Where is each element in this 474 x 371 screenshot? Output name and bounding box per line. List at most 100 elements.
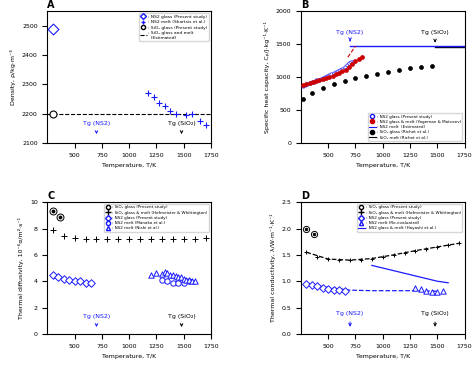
X-axis label: Temperature, T/K: Temperature, T/K bbox=[356, 354, 410, 359]
Point bbox=[439, 288, 447, 294]
Point bbox=[338, 66, 346, 72]
Point bbox=[335, 287, 343, 293]
Point bbox=[341, 78, 348, 84]
Point bbox=[301, 82, 309, 88]
Text: B: B bbox=[301, 0, 308, 10]
Point bbox=[191, 236, 199, 242]
Point bbox=[352, 75, 359, 81]
X-axis label: Temperature, T/K: Temperature, T/K bbox=[102, 354, 156, 359]
Point bbox=[188, 111, 196, 116]
Point bbox=[166, 272, 174, 278]
Point bbox=[180, 236, 188, 242]
Point bbox=[306, 80, 313, 86]
Point bbox=[302, 226, 310, 232]
Point bbox=[346, 257, 354, 263]
Point bbox=[185, 278, 193, 284]
Point bbox=[349, 59, 357, 65]
Point bbox=[334, 68, 342, 74]
Point bbox=[341, 288, 348, 294]
Text: Tg (SiO₂): Tg (SiO₂) bbox=[168, 314, 195, 326]
Text: Tg (NS2): Tg (NS2) bbox=[83, 121, 110, 133]
Point bbox=[313, 255, 321, 260]
Point bbox=[49, 272, 57, 278]
Text: Tg (NS2): Tg (NS2) bbox=[337, 30, 364, 41]
Point bbox=[406, 65, 414, 71]
Point bbox=[428, 289, 436, 295]
Point bbox=[310, 231, 318, 237]
Point bbox=[310, 231, 318, 237]
Text: D: D bbox=[301, 191, 309, 201]
Point bbox=[315, 77, 322, 83]
Point bbox=[115, 236, 122, 242]
Point bbox=[308, 79, 316, 85]
Point bbox=[302, 249, 310, 255]
Point bbox=[308, 282, 316, 288]
Point bbox=[196, 118, 204, 124]
Point bbox=[302, 226, 310, 232]
Text: Tg (SiO₂): Tg (SiO₂) bbox=[168, 121, 195, 133]
Point bbox=[323, 73, 331, 79]
Point bbox=[300, 96, 307, 102]
Point bbox=[417, 64, 425, 70]
Point bbox=[363, 73, 370, 79]
Point bbox=[329, 73, 337, 79]
Point bbox=[180, 280, 188, 286]
Point bbox=[172, 111, 179, 116]
Point bbox=[60, 276, 68, 282]
Point bbox=[390, 252, 397, 258]
Point bbox=[49, 209, 57, 214]
Point bbox=[319, 85, 327, 91]
Point bbox=[411, 248, 419, 254]
Point bbox=[158, 277, 166, 283]
Point bbox=[379, 254, 386, 260]
Point bbox=[185, 277, 193, 283]
Point bbox=[302, 81, 310, 87]
Point bbox=[71, 278, 79, 283]
Text: A: A bbox=[47, 0, 55, 10]
Point bbox=[300, 82, 307, 88]
Point bbox=[395, 67, 403, 73]
Point bbox=[345, 65, 353, 70]
Point bbox=[330, 81, 337, 87]
Point bbox=[319, 75, 327, 81]
Point bbox=[428, 63, 436, 69]
Point bbox=[326, 74, 333, 80]
Point bbox=[313, 283, 321, 289]
Point bbox=[158, 236, 166, 242]
Point bbox=[312, 77, 320, 83]
Point bbox=[343, 62, 351, 68]
Point bbox=[180, 276, 188, 282]
Point bbox=[150, 95, 157, 101]
Point bbox=[137, 236, 144, 242]
Point bbox=[49, 227, 57, 233]
Point bbox=[177, 274, 185, 280]
Point bbox=[326, 72, 333, 78]
Point bbox=[348, 61, 356, 67]
Point bbox=[332, 71, 340, 77]
Point bbox=[411, 285, 419, 290]
Point bbox=[357, 257, 365, 263]
Point bbox=[87, 280, 95, 286]
Point bbox=[341, 64, 348, 70]
Point bbox=[338, 68, 346, 74]
Point bbox=[82, 280, 90, 286]
Point bbox=[358, 54, 366, 60]
Point bbox=[145, 90, 152, 96]
Point bbox=[104, 236, 111, 242]
Point bbox=[352, 58, 359, 64]
Point bbox=[161, 103, 168, 109]
Legend: : SiO₂ glass (Present study), : SiO₂ glass & melt (Hofmeister & Whittington), : : : SiO₂ glass (Present study), : SiO₂ gla… bbox=[103, 204, 209, 232]
Point bbox=[300, 83, 307, 89]
Point bbox=[174, 274, 182, 280]
Y-axis label: Density, ρ/kg·m⁻³: Density, ρ/kg·m⁻³ bbox=[10, 49, 17, 105]
Point bbox=[319, 285, 327, 290]
Point bbox=[182, 112, 190, 118]
Point bbox=[433, 244, 441, 250]
Point bbox=[166, 108, 174, 114]
Text: C: C bbox=[47, 191, 55, 201]
Point bbox=[71, 235, 79, 241]
Point bbox=[60, 233, 68, 239]
Y-axis label: Thermal diffusivity, 10⁻⁶α/m²·s⁻¹: Thermal diffusivity, 10⁻⁶α/m²·s⁻¹ bbox=[18, 217, 24, 319]
Point bbox=[191, 278, 199, 284]
Point bbox=[65, 277, 73, 283]
